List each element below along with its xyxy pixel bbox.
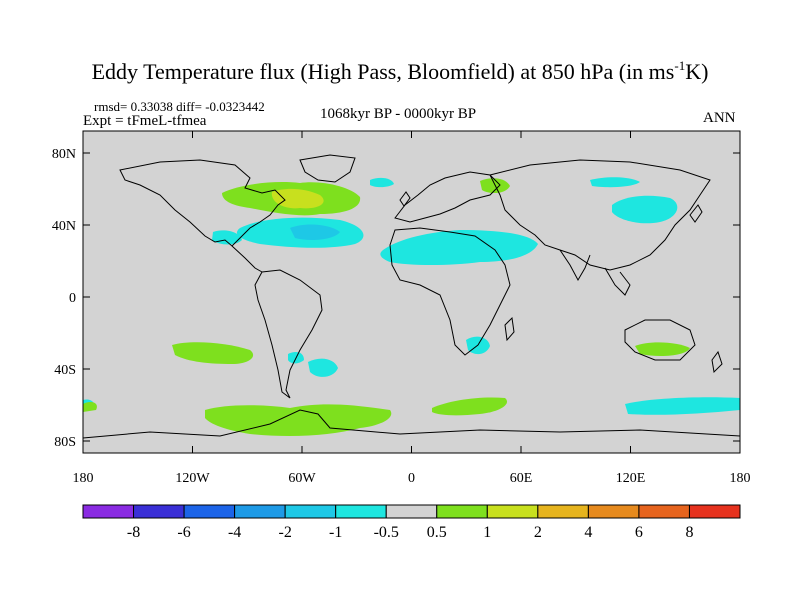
lat-label: 80S bbox=[54, 435, 76, 450]
lat-label: 80N bbox=[52, 147, 76, 162]
lon-label: 120E bbox=[616, 471, 646, 486]
lon-label: 60E bbox=[510, 471, 533, 486]
coast-antarctica bbox=[82, 409, 741, 439]
coast-madagascar bbox=[504, 316, 515, 342]
coast-australia bbox=[624, 319, 696, 361]
fill-south-pacific-positive bbox=[172, 342, 254, 364]
colorbar-swatch bbox=[486, 504, 539, 519]
colorbar-swatch bbox=[335, 504, 387, 519]
lat-label: 0 bbox=[69, 291, 76, 306]
coast-new-zealand bbox=[711, 350, 723, 374]
fill-siberia-negative bbox=[590, 177, 640, 188]
colorbar-label: 2 bbox=[534, 524, 542, 541]
colorbar-label: 0.5 bbox=[427, 524, 447, 541]
colorbar: -8 -6 -4 -2 -1 -0.5 0.5 1 2 4 6 8 bbox=[82, 504, 741, 541]
experiment-label: Expt = tFmeL-tfmea bbox=[83, 113, 207, 129]
lon-label: 60W bbox=[288, 471, 316, 486]
colorbar-label: 8 bbox=[685, 524, 693, 541]
coast-japan bbox=[689, 204, 703, 223]
coastlines bbox=[82, 154, 741, 439]
colorbar-swatch bbox=[82, 504, 135, 519]
coast-india bbox=[559, 249, 591, 282]
fill-atlantic-negative-core bbox=[290, 224, 340, 240]
stats-text: rmsd= 0.33038 diff= -0.0323442 bbox=[94, 99, 265, 114]
lat-labels: 80N 40N 0 40S 80S bbox=[52, 147, 76, 450]
coast-asia bbox=[489, 159, 711, 271]
fill-indian-ocean-positive bbox=[83, 402, 97, 412]
coast-europe bbox=[394, 171, 501, 223]
colorbar-label: 1 bbox=[483, 524, 491, 541]
lon-label: 120W bbox=[175, 471, 210, 486]
coast-central-america bbox=[231, 245, 263, 273]
fill-greenland-negative bbox=[370, 177, 394, 188]
fill-southern-ocean-negative bbox=[625, 397, 740, 415]
colorbar-swatch bbox=[183, 504, 236, 519]
coast-africa bbox=[389, 227, 511, 356]
colorbar-swatch bbox=[436, 504, 488, 519]
colorbar-swatch bbox=[638, 504, 690, 519]
fill-argentina-negative bbox=[308, 358, 338, 377]
coast-north-america bbox=[119, 159, 286, 247]
colorbar-label: 6 bbox=[635, 524, 643, 541]
colorbar-swatch bbox=[587, 504, 640, 519]
lat-label: 40S bbox=[54, 363, 76, 378]
colorbar-label: -4 bbox=[228, 524, 241, 541]
axis-ticks bbox=[82, 131, 741, 453]
colorbar-swatch bbox=[385, 504, 438, 519]
coast-greenland bbox=[299, 154, 356, 183]
colorbar-swatch bbox=[133, 504, 185, 519]
colorbar-label: 4 bbox=[584, 524, 592, 541]
colorbar-swatch bbox=[537, 504, 589, 519]
lon-label: 180 bbox=[730, 471, 751, 486]
colorbar-swatch bbox=[284, 504, 337, 519]
colorbar-label: -0.5 bbox=[374, 524, 399, 541]
colorbar-label: -1 bbox=[329, 524, 342, 541]
coast-uk bbox=[399, 191, 411, 207]
colorbar-label: -2 bbox=[278, 524, 291, 541]
lon-labels: 180 120W 60W 0 60E 120E 180 bbox=[73, 471, 751, 486]
period-label: 1068kyr BP - 0000kyr BP bbox=[320, 106, 477, 122]
colorbar-swatch bbox=[234, 504, 286, 519]
lon-label: 180 bbox=[73, 471, 94, 486]
fill-asia-negative bbox=[612, 195, 678, 224]
fill-north-atlantic-strong bbox=[271, 188, 324, 209]
season-label: ANN bbox=[703, 110, 736, 126]
lat-label: 40N bbox=[52, 219, 76, 234]
coast-south-america bbox=[254, 269, 323, 399]
coast-southeast-asia bbox=[604, 267, 631, 296]
fill-south-atlantic-positive bbox=[432, 397, 508, 416]
colorbar-label: -8 bbox=[127, 524, 140, 541]
lon-label: 0 bbox=[408, 471, 415, 486]
plot-title: Eddy Temperature flux (High Pass, Bloomf… bbox=[91, 58, 709, 84]
fill-australia-positive bbox=[635, 342, 690, 356]
colorbar-label: -6 bbox=[177, 524, 190, 541]
colorbar-swatch bbox=[688, 504, 741, 519]
